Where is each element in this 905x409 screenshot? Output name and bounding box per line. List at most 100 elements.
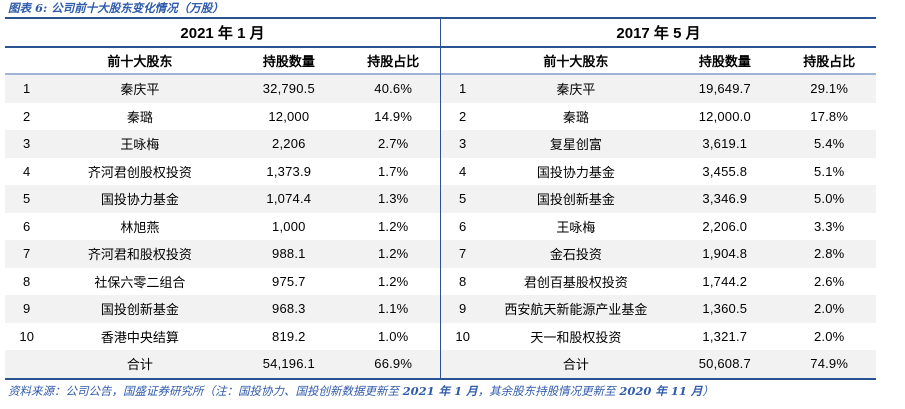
rank-cell: 10 <box>19 328 35 344</box>
column-header-row: 前十大股东 持股数量 持股占比 <box>5 48 440 75</box>
shareholder-name-cell: 国投创新基金 <box>100 302 179 318</box>
quantity-cell: 988.1 <box>272 246 306 262</box>
quantity-cell: 19,649.7 <box>698 81 751 97</box>
rank-cell: 3 <box>23 136 31 152</box>
rank-cell: 2 <box>459 108 467 124</box>
quantity-cell: 1,360.5 <box>702 301 748 317</box>
percentage-cell: 1.2% <box>377 273 409 289</box>
table-row: 1 秦庆平 32,790.5 40.6% <box>5 75 440 103</box>
shareholder-name-cell: 林旭燕 <box>120 219 160 235</box>
shareholder-name-cell: 秦庆平 <box>120 82 160 98</box>
column-header-percentage: 持股占比 <box>367 54 420 69</box>
total-label-cell: 合计 <box>562 357 589 373</box>
quantity-cell: 1,744.2 <box>702 273 748 289</box>
percentage-cell: 2.6% <box>813 273 845 289</box>
rank-cell: 4 <box>459 163 467 179</box>
rank-cell: 6 <box>23 218 31 234</box>
percentage-cell: 1.1% <box>377 301 409 317</box>
rank-cell: 7 <box>459 246 467 262</box>
figure-title: 图表 6: 公司前十大股东变化情况（万股） <box>8 1 224 15</box>
rank-cell: 2 <box>23 108 31 124</box>
shareholder-name-cell: 齐河君创股权投资 <box>87 164 192 180</box>
quantity-cell: 819.2 <box>272 328 306 344</box>
table-row: 2 秦璐 12,000 14.9% <box>5 103 440 131</box>
shareholder-name-cell: 西安航天新能源产业基金 <box>504 302 648 318</box>
shareholder-name-cell: 秦璐 <box>126 109 153 125</box>
percentage-cell: 1.0% <box>377 328 409 344</box>
percentage-cell: 5.0% <box>813 191 845 207</box>
table-row: 8 社保六零二组合 975.7 1.2% <box>5 268 440 296</box>
rank-cell: 9 <box>459 301 467 317</box>
period-header: 2017 年 5 月 <box>441 19 876 48</box>
percentage-cell: 5.1% <box>813 163 845 179</box>
column-header-shareholder: 前十大股东 <box>107 54 173 69</box>
rank-cell: 4 <box>23 163 31 179</box>
percentage-cell: 29.1% <box>810 81 849 97</box>
table-row: 9 国投创新基金 968.3 1.1% <box>5 295 440 323</box>
shareholder-name-cell: 社保六零二组合 <box>94 274 186 290</box>
table-row: 5 国投创新基金 3,346.9 5.0% <box>441 185 876 213</box>
quantity-cell: 12,000.0 <box>698 108 751 124</box>
total-quantity-cell: 54,196.1 <box>262 356 315 372</box>
table-row: 8 君创百基股权投资 1,744.2 2.6% <box>441 268 876 296</box>
table-row: 2 秦璐 12,000.0 17.8% <box>441 103 876 131</box>
column-header-quantity: 持股数量 <box>698 54 751 69</box>
shareholder-name-cell: 金石投资 <box>549 247 602 263</box>
table-row: 3 王咏梅 2,206 2.7% <box>5 130 440 158</box>
period-table: 2021 年 1 月前十大股东 持股数量 持股占比 1 秦庆平 32,790.5 40.6%… <box>5 19 441 378</box>
percentage-cell: 2.0% <box>813 301 845 317</box>
quantity-cell: 975.7 <box>272 273 306 289</box>
shareholder-name-cell: 国投创新基金 <box>536 192 615 208</box>
shareholders-comparison-table: 2021 年 1 月前十大股东 持股数量 持股占比 1 秦庆平 32,790.5 40.6%… <box>5 17 876 380</box>
column-header-row: 前十大股东 持股数量 持股占比 <box>441 48 876 75</box>
quantity-cell: 32,790.5 <box>262 81 315 97</box>
table-row: 10 天一和股权投资 1,321.7 2.0% <box>441 323 876 351</box>
rank-cell: 9 <box>23 301 31 317</box>
column-header-quantity: 持股数量 <box>262 54 315 69</box>
shareholder-name-cell: 君创百基股权投资 <box>523 274 628 290</box>
source-note-segment: 资料来源：公司公告，国盛证券研究所（注：国投协力、国投创新数据更新至 <box>8 383 403 398</box>
table-row: 1 秦庆平 19,649.7 29.1% <box>441 75 876 103</box>
shareholder-name-cell: 王咏梅 <box>556 219 596 235</box>
table-row: 9 西安航天新能源产业基金 1,360.5 2.0% <box>441 295 876 323</box>
source-note-segment: ，其余股东持股情况更新至 <box>477 383 620 398</box>
table-row: 6 王咏梅 2,206.0 3.3% <box>441 213 876 241</box>
rank-cell: 5 <box>459 191 467 207</box>
source-note-segment: 2021 年 1 月 <box>402 383 478 398</box>
column-header-shareholder: 前十大股东 <box>543 54 609 69</box>
quantity-cell: 2,206.0 <box>702 218 748 234</box>
column-header-percentage: 持股占比 <box>803 54 856 69</box>
percentage-cell: 2.7% <box>377 136 409 152</box>
rank-cell: 7 <box>23 246 31 262</box>
percentage-cell: 40.6% <box>374 81 413 97</box>
rank-cell: 3 <box>459 136 467 152</box>
table-row: 7 金石投资 1,904.8 2.8% <box>441 240 876 268</box>
percentage-cell: 2.8% <box>813 246 845 262</box>
table-row: 6 林旭燕 1,000 1.2% <box>5 213 440 241</box>
rank-cell: 10 <box>455 328 471 344</box>
quantity-cell: 968.3 <box>272 301 306 317</box>
table-row: 4 齐河君创股权投资 1,373.9 1.7% <box>5 158 440 186</box>
shareholder-name-cell: 国投协力基金 <box>536 164 615 180</box>
percentage-cell: 5.4% <box>813 136 845 152</box>
shareholder-name-cell: 秦庆平 <box>556 82 596 98</box>
rank-cell: 1 <box>23 81 31 97</box>
percentage-cell: 14.9% <box>374 108 413 124</box>
percentage-cell: 1.7% <box>377 163 409 179</box>
shareholder-name-cell: 天一和股权投资 <box>530 329 622 345</box>
shareholder-name-cell: 齐河君和股权投资 <box>87 247 192 263</box>
total-row: 合计 50,608.7 74.9% <box>441 350 876 378</box>
shareholder-name-cell: 香港中央结算 <box>100 329 179 345</box>
shareholder-name-cell: 秦璐 <box>562 109 589 125</box>
percentage-cell: 1.2% <box>377 246 409 262</box>
table-row: 4 国投协力基金 3,455.8 5.1% <box>441 158 876 186</box>
total-row: 合计 54,196.1 66.9% <box>5 350 440 378</box>
quantity-cell: 1,074.4 <box>266 191 312 207</box>
quantity-cell: 1,373.9 <box>266 163 312 179</box>
percentage-cell: 17.8% <box>810 108 849 124</box>
total-quantity-cell: 50,608.7 <box>698 356 751 372</box>
percentage-cell: 2.0% <box>813 328 845 344</box>
rank-cell: 1 <box>459 81 467 97</box>
rank-cell: 8 <box>23 273 31 289</box>
